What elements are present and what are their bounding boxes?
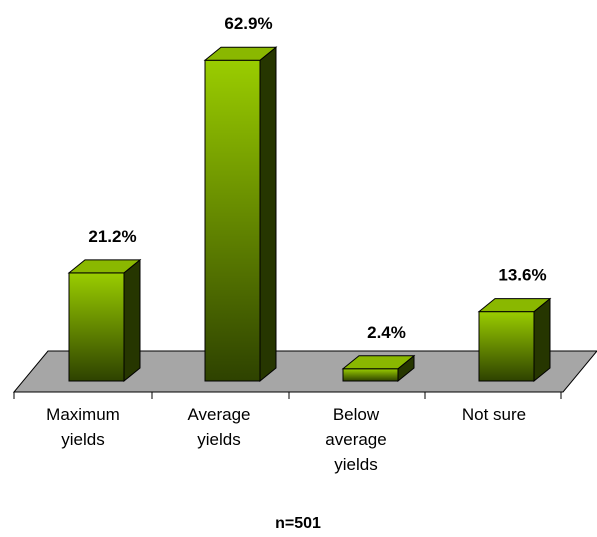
bar-top: [341, 355, 416, 370]
data-label: 13.6%: [498, 266, 546, 285]
bar: [477, 297, 552, 383]
category-label: Average: [187, 405, 250, 424]
bar-top: [477, 298, 552, 313]
bar-front: [478, 311, 535, 382]
bar-front: [342, 368, 399, 382]
category-label: Not sure: [462, 405, 526, 424]
bar-front: [204, 59, 261, 382]
x-axis-ticks: [13, 392, 562, 399]
category-labels: Maximum yields Average yields Below average yi…: [46, 405, 526, 474]
category-label: average: [325, 430, 386, 449]
bar-side: [533, 297, 551, 383]
category-label: Maximum: [46, 405, 120, 424]
bar: [203, 46, 278, 383]
bar-side: [123, 258, 141, 383]
data-label: 2.4%: [367, 323, 406, 342]
bar: [67, 258, 142, 383]
bar-side: [259, 46, 277, 383]
bar-top: [67, 259, 142, 274]
bar: [341, 354, 416, 383]
value-labels: 21.2% 62.9% 2.4% 13.6%: [88, 14, 546, 342]
category-label: yields: [197, 430, 240, 449]
bar-top: [203, 46, 278, 61]
bars: [67, 46, 552, 383]
data-label: 21.2%: [88, 227, 136, 246]
sample-size-footnote: n=501: [275, 515, 321, 532]
bar-front: [68, 272, 125, 382]
data-label: 62.9%: [224, 14, 272, 33]
category-label: Below: [333, 405, 380, 424]
category-label: yields: [61, 430, 104, 449]
category-label: yields: [334, 455, 377, 474]
